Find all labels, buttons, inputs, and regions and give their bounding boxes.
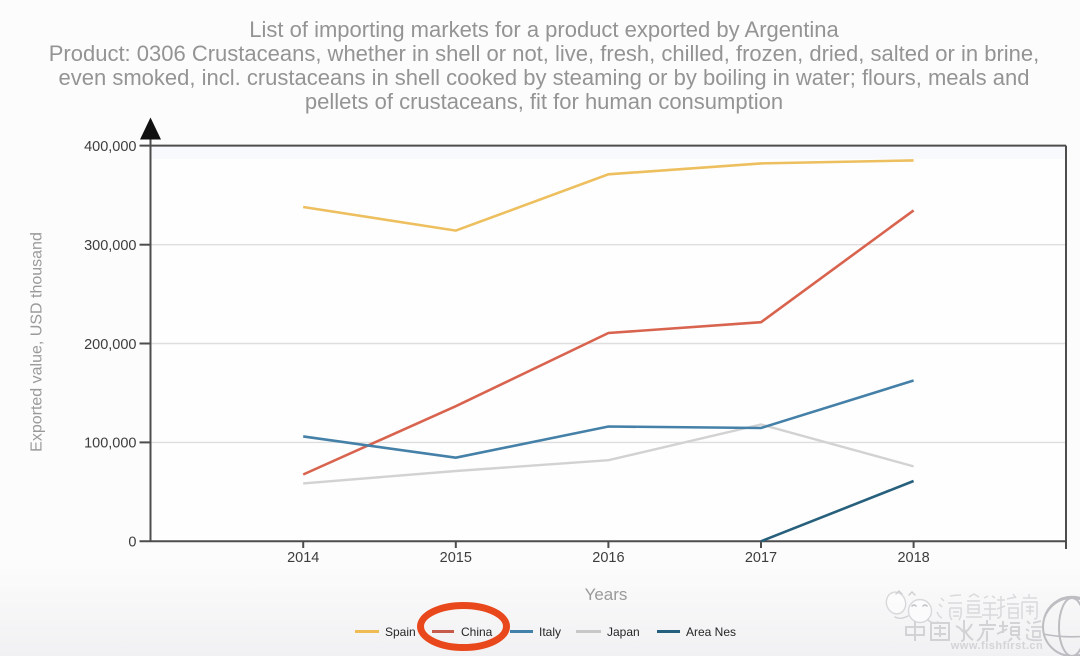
svg-text:Japan: Japan	[607, 625, 640, 639]
svg-text:2014: 2014	[287, 550, 319, 566]
svg-text:Italy: Italy	[539, 625, 561, 639]
svg-text:300,000: 300,000	[84, 238, 136, 254]
svg-text:Exported value, USD thousand: Exported value, USD thousand	[29, 232, 46, 452]
svg-text:2017: 2017	[745, 550, 777, 566]
svg-text:www.fishfirst.cn: www.fishfirst.cn	[950, 640, 1044, 652]
svg-text:China: China	[461, 625, 493, 639]
svg-text:200,000: 200,000	[84, 337, 136, 353]
svg-text:2016: 2016	[592, 550, 624, 566]
svg-text:Area Nes: Area Nes	[686, 625, 736, 639]
svg-text:2018: 2018	[897, 550, 929, 566]
svg-text:0: 0	[128, 535, 136, 551]
svg-text:Years: Years	[585, 585, 628, 604]
svg-text:100,000: 100,000	[84, 436, 136, 452]
svg-text:2015: 2015	[440, 550, 472, 566]
svg-text:400,000: 400,000	[84, 139, 136, 155]
svg-text:Spain: Spain	[385, 625, 416, 639]
